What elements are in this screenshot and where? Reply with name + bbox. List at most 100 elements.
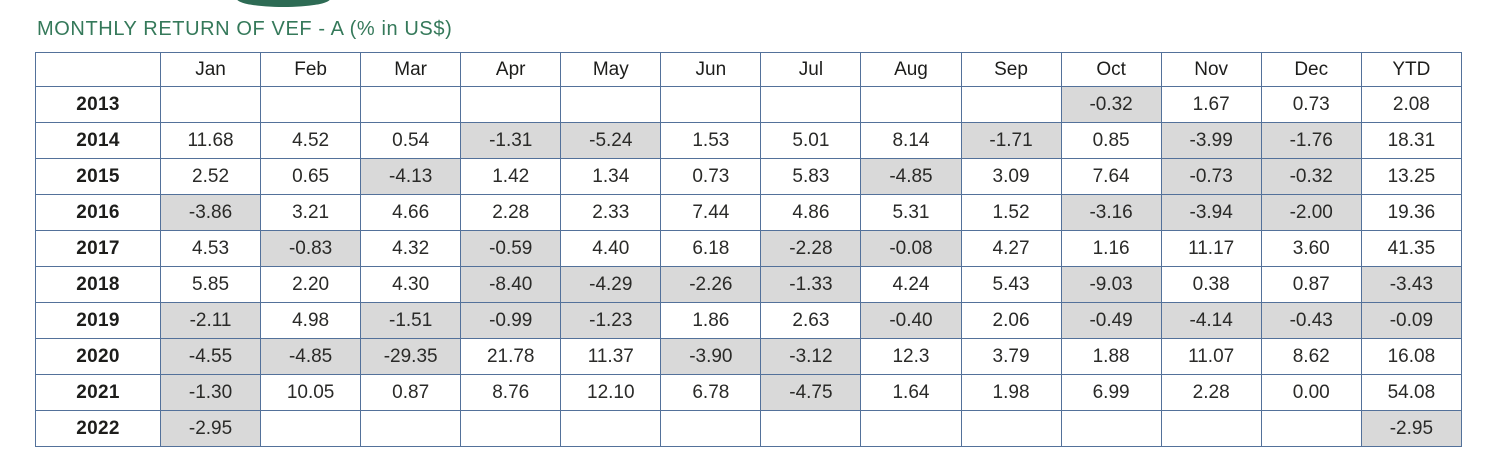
value-cell: -0.40 — [860, 302, 962, 339]
value-cell: 6.99 — [1060, 374, 1162, 411]
value-cell: 18.31 — [1360, 122, 1463, 159]
value-cell — [860, 410, 962, 447]
value-cell: 3.60 — [1260, 230, 1362, 267]
year-cell: 2015 — [35, 158, 161, 195]
value-cell: 6.78 — [660, 374, 762, 411]
value-cell — [960, 410, 1062, 447]
value-cell — [960, 86, 1062, 123]
year-cell: 2022 — [35, 410, 161, 447]
value-cell: 0.54 — [360, 122, 462, 159]
value-cell: 54.08 — [1360, 374, 1463, 411]
value-cell: -3.94 — [1160, 194, 1262, 231]
year-cell: 2021 — [35, 374, 161, 411]
value-cell: 2.52 — [159, 158, 262, 195]
value-cell: 11.37 — [560, 338, 662, 375]
value-cell: 3.09 — [960, 158, 1062, 195]
value-cell: -2.95 — [1360, 410, 1463, 447]
value-cell: 41.35 — [1360, 230, 1463, 267]
value-cell — [560, 86, 662, 123]
value-cell: -0.09 — [1360, 302, 1463, 339]
value-cell: 8.14 — [860, 122, 962, 159]
year-cell: 2017 — [35, 230, 161, 267]
value-cell: 0.00 — [1260, 374, 1362, 411]
value-cell — [1060, 410, 1162, 447]
value-cell: 4.52 — [260, 122, 362, 159]
value-cell: -0.99 — [460, 302, 562, 339]
value-cell: -3.99 — [1160, 122, 1262, 159]
value-cell: -9.03 — [1060, 266, 1162, 303]
value-cell: 0.73 — [1260, 86, 1362, 123]
value-cell: 0.87 — [360, 374, 462, 411]
month-header: Mar — [360, 52, 462, 87]
value-cell: -4.85 — [860, 158, 962, 195]
value-cell: 0.38 — [1160, 266, 1262, 303]
table-body: 2013 -0.32 1.67 0.73 2.08 2014 11.68 4.52 0.54 -1… — [35, 86, 1463, 447]
value-cell: -1.76 — [1260, 122, 1362, 159]
value-cell: 2.28 — [460, 194, 562, 231]
value-cell: -3.12 — [760, 338, 862, 375]
value-cell: -1.51 — [360, 302, 462, 339]
value-cell: -0.59 — [460, 230, 562, 267]
month-header: Feb — [260, 52, 362, 87]
table-row: 2021 -1.30 10.05 0.87 8.76 12.10 6.78 -4.75 1.64… — [35, 374, 1463, 411]
value-cell: 4.27 — [960, 230, 1062, 267]
value-cell: 2.20 — [260, 266, 362, 303]
value-cell — [560, 410, 662, 447]
year-cell: 2019 — [35, 302, 161, 339]
month-header: Jun — [660, 52, 762, 87]
value-cell: -3.86 — [159, 194, 262, 231]
value-cell: -5.24 — [560, 122, 662, 159]
value-cell — [660, 86, 762, 123]
table-header: Jan Feb Mar Apr May Jun Jul Aug Sep Oct Nov Dec YTD — [35, 52, 1463, 87]
value-cell: 3.79 — [960, 338, 1062, 375]
value-cell: 5.31 — [860, 194, 962, 231]
value-cell: -2.28 — [760, 230, 862, 267]
table-row: 2015 2.52 0.65 -4.13 1.42 1.34 0.73 5.83 -4.85 3.… — [35, 158, 1463, 195]
value-cell — [760, 86, 862, 123]
month-header: Nov — [1160, 52, 1262, 87]
value-cell: 5.43 — [960, 266, 1062, 303]
partial-green-ellipse-logo — [237, 0, 330, 7]
value-cell: -0.73 — [1160, 158, 1262, 195]
value-cell: 7.44 — [660, 194, 762, 231]
value-cell: 11.17 — [1160, 230, 1262, 267]
year-cell: 2020 — [35, 338, 161, 375]
value-cell — [360, 410, 462, 447]
month-header: YTD — [1360, 52, 1463, 87]
month-header: Jan — [159, 52, 262, 87]
value-cell: 4.66 — [360, 194, 462, 231]
value-cell: -3.16 — [1060, 194, 1162, 231]
value-cell: -4.13 — [360, 158, 462, 195]
value-cell: 0.65 — [260, 158, 362, 195]
year-cell: 2016 — [35, 194, 161, 231]
value-cell — [760, 410, 862, 447]
table-row: 2019 -2.11 4.98 -1.51 -0.99 -1.23 1.86 2.63 -0.4… — [35, 302, 1463, 339]
value-cell — [460, 410, 562, 447]
monthly-returns-table: Jan Feb Mar Apr May Jun Jul Aug Sep Oct Nov Dec YTD … — [35, 52, 1463, 447]
table-row: 2022 -2.95 -2.95 — [35, 410, 1463, 447]
value-cell: -0.32 — [1060, 86, 1162, 123]
header-row: Jan Feb Mar Apr May Jun Jul Aug Sep Oct Nov Dec YTD — [35, 52, 1463, 87]
value-cell: 0.85 — [1060, 122, 1162, 159]
year-cell: 2014 — [35, 122, 161, 159]
month-header: May — [560, 52, 662, 87]
value-cell: 7.64 — [1060, 158, 1162, 195]
value-cell: 1.67 — [1160, 86, 1262, 123]
table-row: 2018 5.85 2.20 4.30 -8.40 -4.29 -2.26 -1.33 4.24… — [35, 266, 1463, 303]
value-cell: -1.71 — [960, 122, 1062, 159]
value-cell: 1.53 — [660, 122, 762, 159]
value-cell: 11.68 — [159, 122, 262, 159]
value-cell: 1.88 — [1060, 338, 1162, 375]
corner-header-cell — [35, 52, 161, 87]
table-row: 2020 -4.55 -4.85 -29.35 21.78 11.37 -3.90 -3.12… — [35, 338, 1463, 375]
value-cell: 1.86 — [660, 302, 762, 339]
value-cell: -0.83 — [260, 230, 362, 267]
value-cell: 5.83 — [760, 158, 862, 195]
value-cell: -0.08 — [860, 230, 962, 267]
value-cell: -1.30 — [159, 374, 262, 411]
value-cell: -0.49 — [1060, 302, 1162, 339]
value-cell: -0.43 — [1260, 302, 1362, 339]
value-cell — [260, 410, 362, 447]
month-header: Oct — [1060, 52, 1162, 87]
value-cell: 3.21 — [260, 194, 362, 231]
